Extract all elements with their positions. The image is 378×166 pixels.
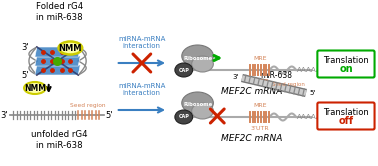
Text: Ribosome: Ribosome bbox=[184, 55, 213, 60]
Text: Translation: Translation bbox=[323, 56, 369, 65]
Text: MEF2C mRNA: MEF2C mRNA bbox=[221, 134, 282, 143]
Text: 3': 3' bbox=[1, 111, 8, 120]
Ellipse shape bbox=[24, 82, 46, 94]
Text: AAAAA: AAAAA bbox=[297, 67, 322, 73]
Text: Ribosome: Ribosome bbox=[184, 102, 213, 108]
Text: CAP: CAP bbox=[178, 68, 189, 73]
Text: 5': 5' bbox=[309, 90, 315, 96]
Text: MEF2C mRNA: MEF2C mRNA bbox=[221, 87, 282, 96]
Text: 3’UTR: 3’UTR bbox=[250, 126, 269, 131]
Ellipse shape bbox=[182, 45, 213, 67]
Ellipse shape bbox=[182, 92, 213, 114]
Text: MRE: MRE bbox=[253, 56, 266, 61]
Polygon shape bbox=[35, 47, 80, 57]
Text: miRNA-mRNA
interaction: miRNA-mRNA interaction bbox=[118, 83, 166, 96]
FancyBboxPatch shape bbox=[318, 50, 375, 78]
FancyBboxPatch shape bbox=[318, 102, 375, 129]
Polygon shape bbox=[35, 56, 80, 66]
Text: Seed region: Seed region bbox=[70, 103, 106, 108]
Polygon shape bbox=[35, 65, 80, 75]
Text: MRE: MRE bbox=[253, 103, 266, 108]
Text: Seed region: Seed region bbox=[272, 82, 305, 87]
Text: 5': 5' bbox=[21, 71, 29, 80]
Text: unfolded rG4
in miR-638: unfolded rG4 in miR-638 bbox=[31, 130, 88, 150]
Text: AAAAA: AAAAA bbox=[297, 114, 322, 120]
Text: 3’UTR: 3’UTR bbox=[250, 79, 269, 84]
Text: miR-638: miR-638 bbox=[260, 71, 292, 80]
Ellipse shape bbox=[192, 56, 213, 72]
Ellipse shape bbox=[192, 103, 213, 119]
Text: 3': 3' bbox=[21, 42, 29, 51]
Text: NMM: NMM bbox=[24, 83, 46, 92]
Text: Folded rG4
in miR-638: Folded rG4 in miR-638 bbox=[36, 2, 83, 22]
Ellipse shape bbox=[175, 63, 193, 77]
Text: CAP: CAP bbox=[178, 115, 189, 120]
Ellipse shape bbox=[59, 42, 82, 54]
Text: on: on bbox=[339, 64, 353, 74]
Text: 5': 5' bbox=[106, 111, 113, 120]
Text: NMM: NMM bbox=[59, 43, 82, 52]
Text: Translation: Translation bbox=[323, 108, 369, 117]
Text: miRNA-mRNA
interaction: miRNA-mRNA interaction bbox=[118, 36, 166, 49]
Ellipse shape bbox=[175, 110, 193, 124]
Text: off: off bbox=[338, 116, 353, 126]
Text: 3': 3' bbox=[232, 74, 239, 80]
